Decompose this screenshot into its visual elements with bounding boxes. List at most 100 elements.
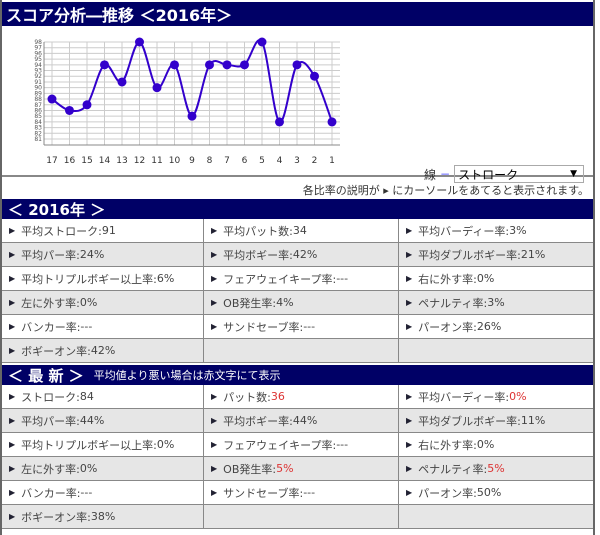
chart-area: 81 82 83 84 85 86 87 88 89 90 91 92 93 94 95 96 97 98 17 16… — [2, 26, 593, 183]
stat-cell: ▶ バンカー率: --- — [2, 481, 204, 505]
stat-cell: ▶ 平均トリプルボギー以上率: 6% — [2, 267, 204, 291]
x-tick-label: 6 — [242, 156, 248, 166]
info-triangle-icon[interactable]: ▶ — [406, 392, 413, 401]
info-triangle-icon[interactable]: ▶ — [406, 416, 413, 425]
stat-cell: ▶ 平均ダブルボギー率: 11% — [399, 409, 593, 433]
stat-label: パーオン率: — [418, 486, 477, 500]
x-tick-label: 8 — [207, 156, 213, 166]
info-triangle-icon[interactable]: ▶ — [211, 250, 218, 259]
stat-value: 84 — [79, 390, 94, 403]
info-triangle-icon[interactable]: ▶ — [9, 298, 16, 307]
info-triangle-icon[interactable]: ▶ — [211, 226, 218, 235]
data-point — [117, 77, 127, 87]
y-tick-label: 94 — [34, 62, 42, 69]
info-triangle-icon[interactable]: ▶ — [406, 322, 413, 331]
stat-value: 91 — [101, 224, 116, 237]
stat-value: 3% — [487, 296, 505, 309]
y-tick-label: 95 — [34, 56, 42, 63]
info-triangle-icon[interactable]: ▶ — [211, 392, 218, 401]
stat-value: --- — [336, 438, 349, 451]
stat-value: 34 — [292, 224, 307, 237]
info-triangle-icon[interactable]: ▶ — [9, 440, 16, 449]
data-point — [327, 117, 337, 127]
info-triangle-icon[interactable]: ▶ — [211, 416, 218, 425]
y-tick-label: 91 — [34, 79, 42, 86]
year-section-header: ＜ 2016年 ＞ — [2, 199, 593, 219]
stat-cell: ▶ 平均バーディー率: 0% — [399, 385, 593, 409]
stat-label: 左に外す率: — [21, 462, 80, 476]
y-tick-label: 97 — [34, 45, 42, 52]
info-triangle-icon[interactable]: ▶ — [9, 392, 16, 401]
latest-header-title[interactable]: ＜ 最 新 ＞ — [8, 366, 84, 385]
stat-value: 24% — [79, 248, 105, 261]
info-triangle-icon[interactable]: ▶ — [9, 274, 16, 283]
data-point — [135, 37, 144, 47]
year-header-title[interactable]: ＜ 2016年 ＞ — [8, 200, 106, 219]
latest-stats-grid: ▶ ストローク: 84 ▶ パット数: 36 ▶ 平均バーディー率: 0% ▶ 平均パー率: … — [2, 385, 593, 529]
stat-cell: ▶ フェアウェイキープ率: --- — [204, 433, 399, 457]
year-stats-grid: ▶ 平均ストローク: 91 ▶ 平均パット数: 34 ▶ 平均バーディー率: 3% ▶ 平均パー率:… — [2, 219, 593, 363]
info-triangle-icon[interactable]: ▶ — [211, 298, 218, 307]
stat-label: 平均トリプルボギー以上率: — [21, 272, 157, 286]
info-triangle-icon[interactable]: ▶ — [9, 512, 16, 521]
stat-label: 平均パー率: — [21, 414, 80, 428]
stat-cell: ▶ パーオン率: 50% — [399, 481, 593, 505]
info-triangle-icon[interactable]: ▶ — [9, 250, 16, 259]
info-triangle-icon[interactable]: ▶ — [211, 322, 218, 331]
info-triangle-icon[interactable]: ▶ — [406, 274, 413, 283]
x-tick-label: 7 — [224, 156, 230, 166]
data-point — [240, 60, 249, 70]
x-tick-label: 1 — [329, 156, 335, 166]
stat-cell: ▶ OB発生率: 5% — [204, 457, 399, 481]
info-triangle-icon[interactable]: ▶ — [9, 464, 16, 473]
x-tick-label: 11 — [151, 156, 162, 166]
stat-label: 平均ダブルボギー率: — [418, 414, 521, 428]
y-tick-label: 83 — [34, 125, 42, 132]
stat-cell: ▶ 平均パー率: 44% — [2, 409, 204, 433]
info-triangle-icon[interactable]: ▶ — [406, 298, 413, 307]
stat-label: 平均ボギー率: — [223, 248, 293, 262]
info-triangle-icon[interactable]: ▶ — [211, 464, 218, 473]
stat-label: 平均バーディー率: — [418, 224, 510, 238]
stat-label: 平均ダブルボギー率: — [418, 248, 521, 262]
stat-value: 26% — [476, 320, 502, 333]
info-triangle-icon[interactable]: ▶ — [406, 488, 413, 497]
stat-value: 42% — [292, 248, 318, 261]
stat-label: 左に外す率: — [21, 296, 80, 310]
info-triangle-icon[interactable]: ▶ — [9, 416, 16, 425]
line-dash-icon: − — [440, 167, 451, 181]
stat-value: 21% — [520, 248, 546, 261]
stat-label: 平均ボギー率: — [223, 414, 293, 428]
stat-cell: ▶ フェアウェイキープ率: --- — [204, 267, 399, 291]
stat-cell: ▶ 平均ストローク: 91 — [2, 219, 204, 243]
data-point — [170, 60, 179, 70]
y-tick-label: 89 — [34, 90, 42, 97]
stat-cell: ▶ 左に外す率: 0% — [2, 291, 204, 315]
info-triangle-icon[interactable]: ▶ — [9, 346, 16, 355]
info-triangle-icon[interactable]: ▶ — [406, 226, 413, 235]
stat-cell — [204, 339, 399, 363]
x-tick-label: 15 — [81, 156, 92, 166]
stat-cell: ▶ パット数: 36 — [204, 385, 399, 409]
info-triangle-icon[interactable]: ▶ — [9, 322, 16, 331]
data-point — [100, 60, 109, 70]
line-selector: 線 − ストローク ▼ — [424, 165, 585, 183]
line-type-select[interactable]: ストローク ▼ — [454, 165, 585, 183]
info-triangle-icon[interactable]: ▶ — [211, 488, 218, 497]
info-triangle-icon[interactable]: ▶ — [406, 250, 413, 259]
page-title: スコア分析―推移 ＜2016年＞ — [2, 2, 593, 26]
stat-value: 0% — [476, 272, 495, 285]
latest-header-subtitle: 平均値より悪い場合は赤文字にて表示 — [93, 369, 281, 382]
stat-label: ストローク: — [21, 390, 80, 404]
info-triangle-icon[interactable]: ▶ — [9, 226, 16, 235]
info-triangle-icon[interactable]: ▶ — [406, 440, 413, 449]
info-triangle-icon[interactable]: ▶ — [9, 488, 16, 497]
stat-cell: ▶ ストローク: 84 — [2, 385, 204, 409]
stat-label: 右に外す率: — [418, 272, 477, 286]
x-tick-label: 9 — [189, 156, 195, 166]
stat-label: バンカー率: — [21, 320, 81, 334]
info-triangle-icon[interactable]: ▶ — [406, 464, 413, 473]
x-tick-label: 5 — [259, 156, 265, 166]
info-triangle-icon[interactable]: ▶ — [211, 274, 218, 283]
info-triangle-icon[interactable]: ▶ — [211, 440, 218, 449]
